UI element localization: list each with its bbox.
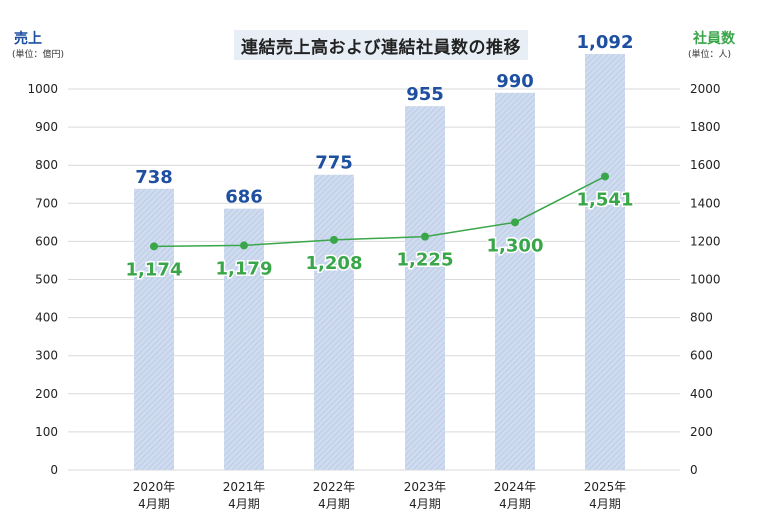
left-tick-label: 200 (35, 387, 58, 401)
right-tick-label: 1400 (690, 196, 721, 210)
left-tick-label: 900 (35, 120, 58, 134)
bar-value-label: 738 (135, 167, 173, 188)
line-value-label: 1,208 (306, 253, 363, 274)
bar (224, 208, 264, 470)
bar (495, 92, 535, 470)
left-axis-unit: (単位：億円) (12, 50, 65, 60)
category-label: 2020年 (133, 480, 176, 494)
left-tick-label: 1000 (27, 82, 58, 96)
line-point (330, 235, 338, 244)
line-point (601, 172, 609, 181)
line-value-label: 1,225 (397, 250, 454, 271)
category-label: 2024年 (494, 480, 537, 494)
category-label: 4月期 (318, 497, 350, 511)
bar-value-label: 955 (406, 84, 444, 105)
line-point (240, 241, 248, 250)
bar (314, 174, 354, 470)
left-tick-label: 100 (35, 425, 58, 439)
line-point (421, 232, 429, 241)
right-tick-label: 1000 (690, 273, 721, 287)
bar (405, 106, 445, 471)
bar-value-label: 990 (496, 71, 534, 92)
category-label: 4月期 (499, 497, 531, 511)
line-value-label: 1,179 (216, 258, 273, 279)
right-tick-label: 0 (690, 463, 698, 477)
chart-title: 連結売上高および連結社員数の推移 (234, 30, 528, 60)
right-tick-label: 1200 (690, 234, 721, 248)
right-tick-label: 800 (690, 311, 713, 325)
line-point (511, 218, 519, 227)
right-tick-label: 2000 (690, 82, 721, 96)
category-label: 2025年 (584, 480, 627, 494)
category-label: 2021年 (223, 480, 266, 494)
right-tick-label: 200 (690, 425, 713, 439)
category-label: 2022年 (313, 480, 356, 494)
left-tick-label: 0 (50, 463, 58, 477)
right-tick-label: 1600 (690, 158, 721, 172)
category-label: 4月期 (409, 497, 441, 511)
left-tick-label: 800 (35, 158, 58, 172)
line-value-label: 1,174 (126, 259, 183, 280)
category-label: 4月期 (228, 497, 260, 511)
right-tick-label: 1800 (690, 120, 721, 134)
right-axis-unit: (単位：人) (688, 50, 732, 60)
left-tick-label: 400 (35, 311, 58, 325)
category-label: 4月期 (589, 497, 621, 511)
right-tick-label: 600 (690, 349, 713, 363)
left-tick-label: 700 (35, 196, 58, 210)
line-value-label: 1,300 (487, 235, 544, 256)
bar (134, 188, 174, 470)
left-tick-label: 500 (35, 273, 58, 287)
bar-value-label: 686 (225, 187, 263, 208)
bar (585, 53, 625, 470)
line-point (150, 242, 158, 251)
bar-value-label: 775 (315, 153, 353, 174)
series-line (153, 175, 606, 248)
left-tick-label: 300 (35, 349, 58, 363)
right-tick-label: 400 (690, 387, 713, 401)
category-label: 2023年 (404, 480, 447, 494)
left-axis-label: 売上 (14, 31, 42, 47)
left-tick-label: 600 (35, 234, 58, 248)
line-value-label: 1,541 (577, 189, 634, 210)
category-label: 4月期 (138, 497, 170, 511)
right-axis-label: 社員数 (693, 31, 735, 47)
bar-value-label: 1,092 (577, 32, 634, 53)
